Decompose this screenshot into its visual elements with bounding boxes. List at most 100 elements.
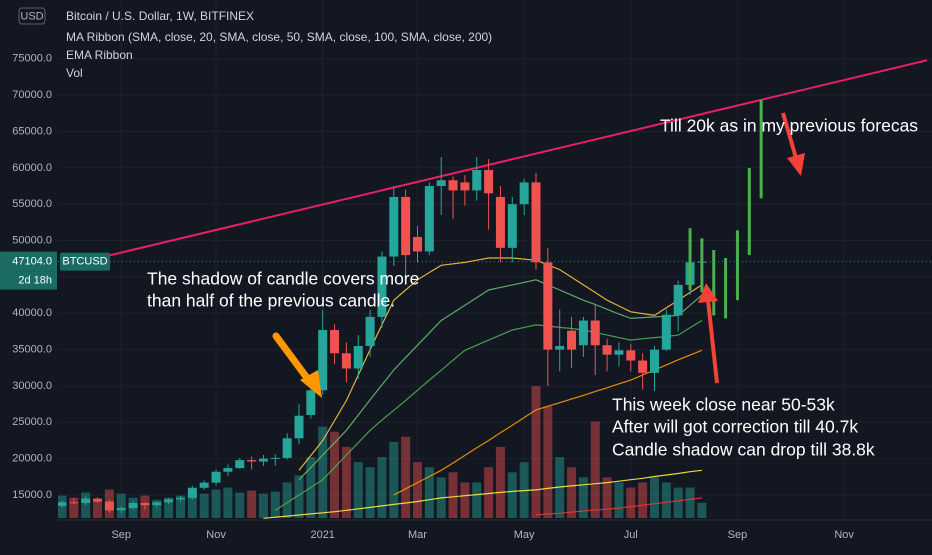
candle-body (152, 502, 161, 505)
candle-body (638, 361, 647, 373)
y-tick-label: 65000.0 (12, 125, 52, 137)
y-tick-label: 40000.0 (12, 307, 52, 319)
candle-body (212, 472, 221, 483)
forecast-bar (689, 228, 692, 290)
x-tick-label: Nov (206, 529, 226, 541)
x-tick-label: Nov (834, 529, 854, 541)
forecast-bar (700, 238, 703, 292)
symbol-label: BTCUSD (62, 256, 107, 268)
volume-bar (472, 482, 481, 518)
x-tick-label: 2021 (310, 529, 334, 541)
annotation: Till 20k as in my previous forecas (660, 116, 918, 136)
y-tick-label: 35000.0 (12, 344, 52, 356)
volume-bar (389, 442, 398, 518)
candle-body (81, 499, 90, 503)
candle-body (496, 197, 505, 248)
candle-body (520, 182, 529, 204)
volume-bar (543, 406, 552, 518)
volume-bar (626, 488, 635, 518)
x-tick-label: Mar (408, 529, 427, 541)
candle-body (93, 499, 102, 502)
annotation: than half of the previous candle. (147, 291, 395, 311)
candle-body (354, 346, 363, 369)
candle-body (223, 468, 232, 472)
candle-body (437, 180, 446, 186)
y-tick-label: 60000.0 (12, 162, 52, 174)
volume-bar (330, 432, 339, 518)
candle-body (650, 350, 659, 373)
countdown: 2d 18h (18, 275, 52, 287)
candle-body (425, 186, 434, 251)
volume-bar (614, 482, 623, 518)
candle-body (614, 350, 623, 354)
volume-bar (697, 503, 706, 518)
volume-bar (271, 492, 280, 518)
candle-body (532, 182, 541, 262)
volume-bar (591, 422, 600, 518)
y-tick-label: 25000.0 (12, 416, 52, 428)
volume-bar (579, 477, 588, 518)
volume-bar (567, 467, 576, 518)
candle-body (283, 438, 292, 458)
currency: USD (20, 10, 43, 22)
volume-bar (638, 482, 647, 518)
candle-body (69, 502, 78, 503)
candle-body (105, 502, 114, 511)
candle-body (176, 498, 185, 499)
candle-body (200, 483, 209, 488)
candle-body (460, 182, 469, 190)
y-tick-label: 70000.0 (12, 89, 52, 101)
candle-body (271, 458, 280, 459)
candle-body (188, 488, 197, 498)
volume-bar (449, 472, 458, 518)
price-label: 47104.0 (12, 256, 52, 268)
volume-bar (686, 488, 695, 518)
forecast-bar (736, 230, 739, 300)
candle-body (555, 346, 564, 350)
x-tick-label: May (514, 529, 535, 541)
annotation: Candle shadow can drop till 38.8k (612, 440, 875, 460)
candle-body (472, 170, 481, 190)
candle-body (58, 502, 67, 506)
volume-bar (212, 490, 221, 518)
volume-bar (247, 491, 256, 518)
candle-body (567, 331, 576, 350)
candle-body (603, 345, 612, 354)
indicator: Vol (66, 66, 83, 80)
candle-body (129, 503, 138, 508)
indicator: MA Ribbon (SMA, close, 20, SMA, close, 5… (66, 30, 492, 44)
candle-body (247, 460, 256, 461)
candle-body (449, 180, 458, 190)
volume-bar (223, 488, 232, 518)
volume-bar (259, 494, 268, 518)
y-tick-label: 55000.0 (12, 198, 52, 210)
candle-body (295, 416, 304, 439)
x-tick-label: Jul (624, 529, 638, 541)
candle-body (413, 237, 422, 252)
volume-bar (532, 386, 541, 518)
forecast-bar (724, 258, 727, 318)
candle-body (164, 499, 173, 502)
candle-body (484, 170, 493, 193)
candle-body (626, 350, 635, 360)
candle-body (401, 197, 410, 255)
volume-bar (81, 493, 90, 518)
forecast-bar (748, 168, 751, 255)
volume-bar (117, 494, 126, 518)
volume-bar (650, 477, 659, 518)
candle-body (235, 460, 244, 468)
candle-body (591, 321, 600, 346)
indicator: EMA Ribbon (66, 48, 133, 62)
candle-body (342, 353, 351, 368)
candle-body (579, 321, 588, 346)
candle-body (662, 315, 671, 350)
volume-bar (508, 472, 517, 518)
forecast-bar (712, 250, 715, 315)
y-tick-label: 20000.0 (12, 453, 52, 465)
annotation: The shadow of candle covers more (147, 269, 419, 289)
y-tick-label: 75000.0 (12, 53, 52, 65)
y-tick-label: 15000.0 (12, 489, 52, 501)
volume-bar (662, 482, 671, 518)
